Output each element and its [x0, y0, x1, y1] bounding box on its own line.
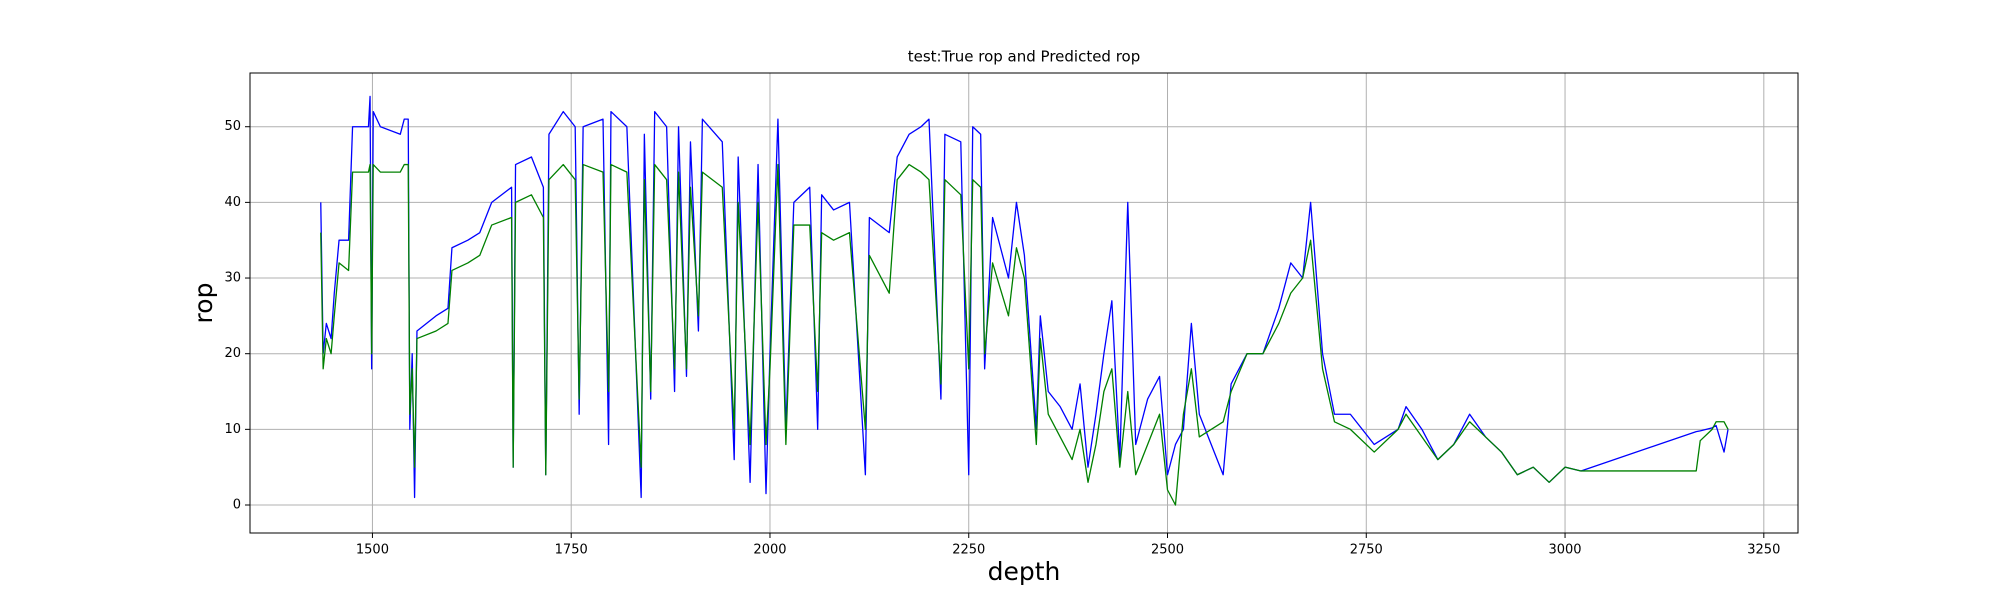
x-tick-label: 2500	[1151, 543, 1184, 558]
y-tick-label: 10	[224, 422, 241, 437]
x-axis-label: depth	[988, 557, 1061, 586]
x-tick-label: 3000	[1548, 543, 1581, 558]
data-line	[320, 163, 1729, 506]
data-line	[320, 95, 1729, 499]
x-tick-label: 2000	[753, 543, 786, 558]
x-tick-label: 1500	[356, 543, 389, 558]
y-tick-label: 30	[224, 271, 241, 286]
plot-frame	[249, 72, 1799, 534]
y-tick-label: 20	[224, 346, 241, 361]
x-tick-label: 2750	[1350, 543, 1383, 558]
x-tick-label: 2250	[952, 543, 985, 558]
chart-title: test:True rop and Predicted rop	[908, 48, 1141, 66]
x-tick-label: 1750	[555, 543, 588, 558]
y-tick-label: 0	[233, 498, 241, 513]
x-tick-label: 3250	[1747, 543, 1780, 558]
y-tick-label: 50	[224, 119, 241, 134]
y-tick-label: 40	[224, 195, 241, 210]
y-axis-label: rop	[189, 283, 218, 324]
